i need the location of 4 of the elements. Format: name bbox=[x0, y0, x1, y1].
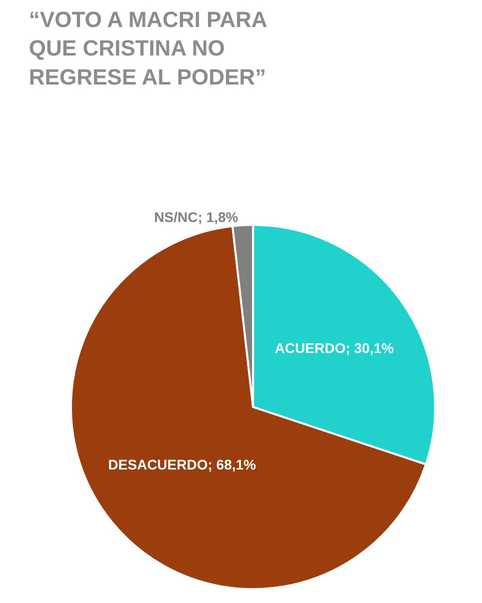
slice-label: ACUERDO; 30,1% bbox=[274, 340, 394, 356]
slice-label: DESACUERDO; 68,1% bbox=[108, 456, 257, 472]
chart-title: “VOTO A MACRI PARA QUE CRISTINA NO REGRESE AL PODER” bbox=[28, 7, 268, 90]
slice-label: NS/NC; 1,8% bbox=[154, 209, 239, 226]
